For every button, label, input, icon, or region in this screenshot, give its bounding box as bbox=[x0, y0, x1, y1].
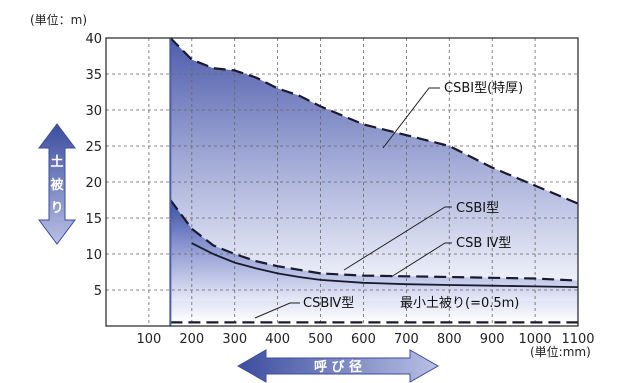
y-tick-label: 5 bbox=[94, 284, 102, 299]
annotation-label: CSBI型(特厚) bbox=[444, 81, 523, 96]
x-tick-label: 300 bbox=[222, 332, 247, 347]
x-tick-label: 500 bbox=[308, 332, 333, 347]
x-arrow-label: 呼 び 径 bbox=[314, 359, 362, 375]
series-line-2 bbox=[191, 242, 579, 288]
y-tick-label: 25 bbox=[85, 140, 102, 155]
x-tick-label: 600 bbox=[351, 332, 376, 347]
plot-border bbox=[105, 37, 579, 327]
y-axis-arrow: 土 被 り bbox=[38, 123, 76, 245]
x-tick-label: 400 bbox=[265, 332, 290, 347]
y-tick-labels: 5 10 15 20 25 30 35 40 bbox=[85, 32, 102, 299]
y-arrow-char-1: 被 bbox=[49, 177, 64, 193]
y-tick-label: 10 bbox=[85, 248, 102, 263]
area-csbi-tokuatsu bbox=[170, 38, 578, 281]
x-tick-label: 100 bbox=[136, 332, 161, 347]
annotation-min-cover: 最小土被り(=0.5m) bbox=[400, 296, 519, 311]
x-tick-label: 1100 bbox=[561, 332, 594, 347]
annotation-csb4-lower: CSBⅣ型 bbox=[254, 296, 354, 319]
series-lines bbox=[169, 37, 579, 326]
annotation-label: CSBI型 bbox=[456, 201, 499, 216]
annotation-label: CSBⅣ型 bbox=[303, 296, 354, 311]
area-fills bbox=[170, 38, 578, 326]
y-tick-label: 20 bbox=[85, 176, 102, 191]
series-line-0 bbox=[169, 37, 579, 205]
x-tick-label: 700 bbox=[394, 332, 419, 347]
annotation-csbi: CSBI型 bbox=[343, 201, 499, 271]
area-low bbox=[170, 300, 578, 323]
x-tick-label: 800 bbox=[437, 332, 462, 347]
y-tick-label: 40 bbox=[85, 32, 102, 47]
area-csbi bbox=[170, 200, 578, 301]
y-tick-label: 35 bbox=[85, 68, 102, 83]
annotation-label: CSB Ⅳ型 bbox=[456, 236, 511, 251]
x-tick-label: 900 bbox=[480, 332, 505, 347]
y-arrow-char-2: り bbox=[50, 201, 63, 216]
annotation-csbi-tokuatsu: CSBI型(特厚) bbox=[382, 81, 523, 149]
y-arrow-char-0: 土 bbox=[50, 154, 63, 170]
x-tick-label: 200 bbox=[179, 332, 204, 347]
y-tick-label: 30 bbox=[85, 104, 102, 119]
x-unit-label: (単位:mm) bbox=[530, 344, 591, 359]
x-axis-arrow: 呼 び 径 bbox=[236, 349, 440, 383]
x-tick-labels: 100 200 300 400 500 600 700 800 900 1000 1100 bbox=[136, 332, 594, 347]
grid bbox=[106, 38, 578, 326]
plot-frame bbox=[105, 37, 579, 327]
series-line-1 bbox=[169, 199, 579, 282]
x-tick-label: 1000 bbox=[519, 332, 552, 347]
y-unit-label: (単位：m) bbox=[30, 12, 87, 27]
annotation-csb4-upper: CSB Ⅳ型 bbox=[390, 236, 511, 278]
y-tick-label: 15 bbox=[85, 212, 102, 227]
